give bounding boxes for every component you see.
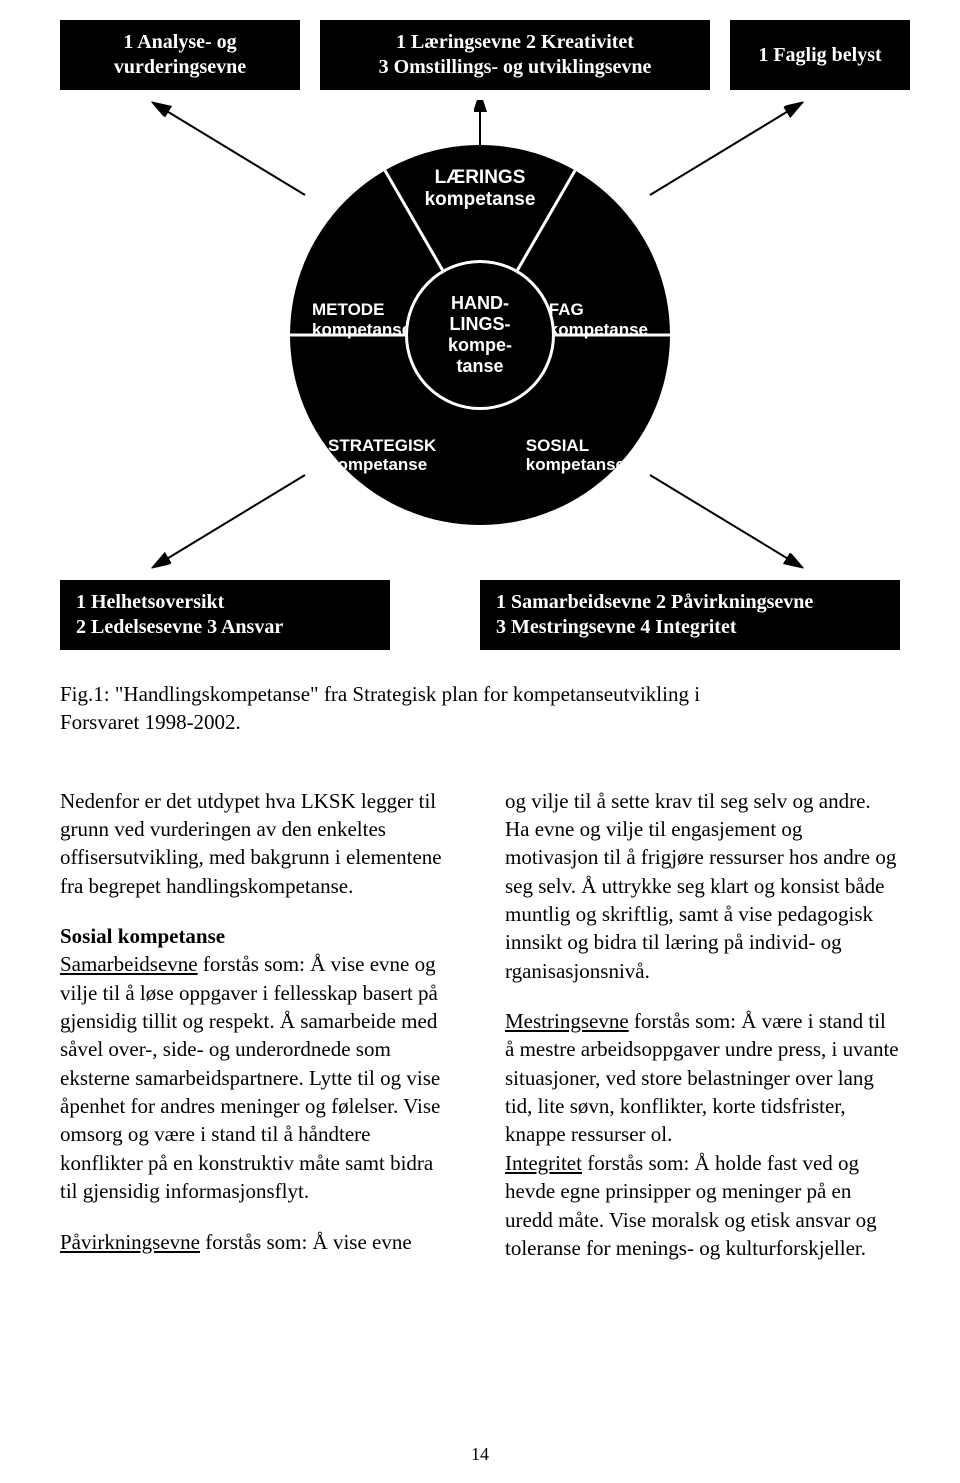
bottom-box-2-line2: 3 Mestringsevne 4 Integritet <box>496 616 737 638</box>
segment-sosial: SOSIAL kompetanse <box>526 436 625 475</box>
competence-circle: LÆRINGS kompetanse METODE kompetanse FAG… <box>290 145 670 525</box>
col2-mestring: Mestringsevne forstås som: Å være i stan… <box>505 1007 900 1262</box>
bottom-box-1-line1: 1 Helhetsoversikt <box>76 591 224 613</box>
col1-text-paavirkning: forstås som: Å vise evne <box>200 1230 412 1254</box>
bottom-box-2-line1: 1 Samarbeidsevne 2 Påvirkningsevne <box>496 591 813 613</box>
circle-outer: LÆRINGS kompetanse METODE kompetanse FAG… <box>290 145 670 525</box>
col2-u-mestring: Mestringsevne <box>505 1009 629 1033</box>
segment-strategisk: STRATEGISK kompetanse <box>328 436 436 475</box>
column-right: og vilje til å sette krav til seg selv o… <box>505 787 900 1285</box>
col1-text-samarbeid: forstås som: Å vise evne og vilje til å … <box>60 952 440 1203</box>
top-box-laering: 1 Læringsevne 2 Kreativitet 3 Omstilling… <box>320 20 710 90</box>
col1-paavirkning: Påvirkningsevne forstås som: Å vise evne <box>60 1228 455 1256</box>
top-box-3-text: 1 Faglig belyst <box>758 43 881 68</box>
col1-intro: Nedenfor er det utdypet hva LKSK legger … <box>60 787 455 900</box>
top-box-analyse: 1 Analyse- og vurderingsevne <box>60 20 300 90</box>
page-number: 14 <box>471 1444 489 1465</box>
segment-laerings: LÆRINGS kompetanse <box>425 167 536 211</box>
bottom-box-samarbeid: 1 Samarbeidsevne 2 Påvirkningsevne 3 Mes… <box>480 580 900 650</box>
top-box-faglig: 1 Faglig belyst <box>730 20 910 90</box>
column-left: Nedenfor er det utdypet hva LKSK legger … <box>60 787 455 1285</box>
top-box-1-line1: 1 Analyse- og <box>123 31 236 53</box>
bottom-box-1-line2: 2 Ledelsesevne 3 Ansvar <box>76 616 283 638</box>
col2-p1: og vilje til å sette krav til seg selv o… <box>505 787 900 985</box>
figure-caption: Fig.1: "Handlingskompetanse" fra Strateg… <box>60 680 740 737</box>
col1-heading-sosial: Sosial kompetanse <box>60 924 225 948</box>
top-box-2-line2: 3 Omstillings- og utviklingsevne <box>379 56 652 78</box>
diagram-area: LÆRINGS kompetanse METODE kompetanse FAG… <box>60 100 900 570</box>
col1-sosial: Sosial kompetanse Samarbeidsevne forstås… <box>60 922 455 1205</box>
segment-metode: METODE kompetanse <box>312 300 411 339</box>
center-handlings: HAND- LINGS- kompe- tanse <box>405 260 555 410</box>
bottom-boxes-row: 1 Helhetsoversikt 2 Ledelsesevne 3 Ansva… <box>60 580 900 650</box>
col1-u-samarbeid: Samarbeidsevne <box>60 952 198 976</box>
top-box-1-line2: vurderingsevne <box>114 56 246 78</box>
col1-u-paavirkning: Påvirkningsevne <box>60 1230 200 1254</box>
top-box-2-line1: 1 Læringsevne 2 Kreativitet <box>396 31 634 53</box>
col2-u-integritet: Integritet <box>505 1151 582 1175</box>
text-columns: Nedenfor er det utdypet hva LKSK legger … <box>60 787 900 1285</box>
top-boxes-row: 1 Analyse- og vurderingsevne 1 Læringsev… <box>60 20 900 90</box>
bottom-box-helhet: 1 Helhetsoversikt 2 Ledelsesevne 3 Ansva… <box>60 580 390 650</box>
segment-fag: FAG kompetanse <box>549 300 648 339</box>
